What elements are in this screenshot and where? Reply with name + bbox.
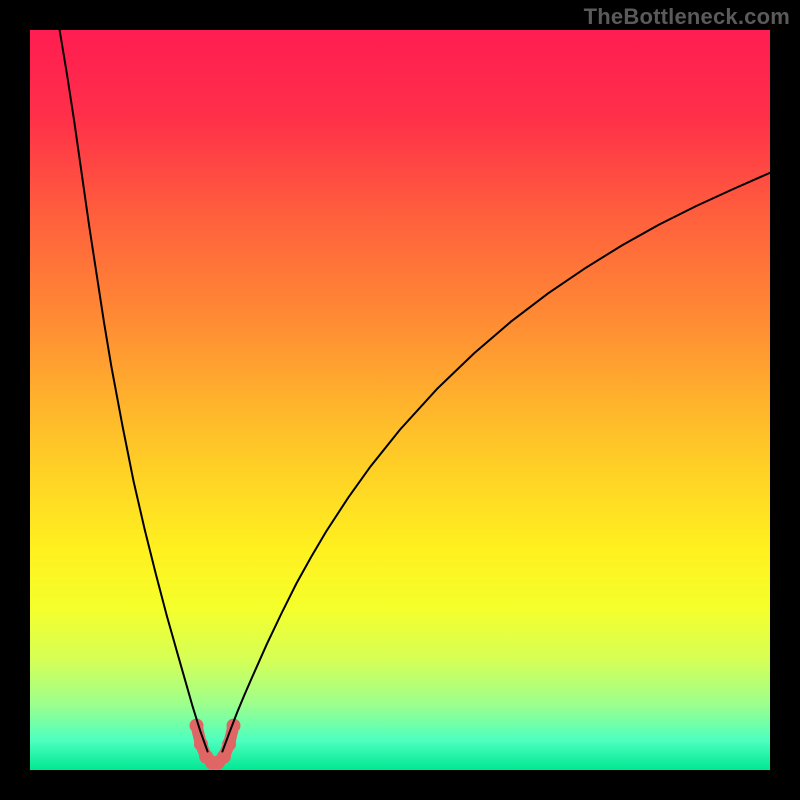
bottleneck-curve-plot: [0, 0, 800, 800]
plot-background: [30, 30, 770, 770]
trough-marker-bead: [217, 750, 231, 764]
chart-stage: TheBottleneck.com: [0, 0, 800, 800]
watermark-text: TheBottleneck.com: [584, 4, 790, 30]
